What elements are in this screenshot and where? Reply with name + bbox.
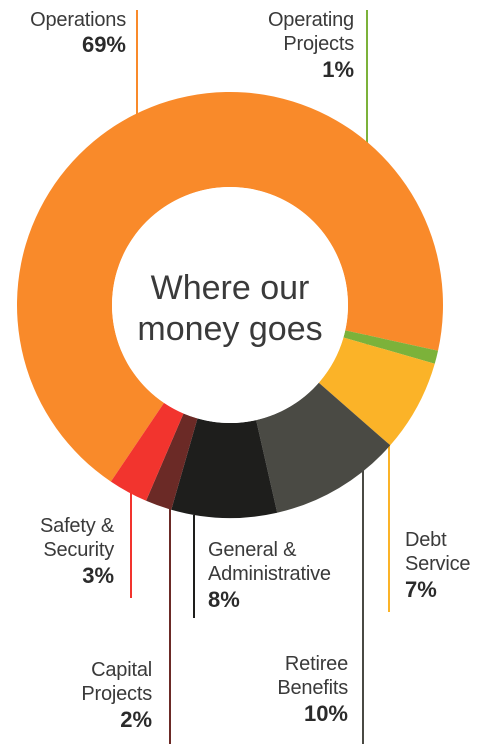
slice-name: General & [208, 539, 297, 561]
slice-label-operations: Operations 69% [30, 8, 126, 59]
slice-name: Capital [91, 659, 152, 681]
slice-retiree-benefits [256, 382, 391, 513]
donut-hole [112, 187, 348, 423]
slice-operating-projects [343, 330, 439, 364]
slice-percent: 2% [120, 706, 152, 732]
slice-name: Safety & [40, 515, 114, 537]
slice-percent: 69% [81, 32, 126, 58]
slice-general-administrative [171, 418, 278, 518]
slice-capital-projects [146, 413, 198, 510]
slice-percent: 8% [208, 586, 240, 612]
slice-label-retiree-benefits: Retiree Benefits 10% [277, 652, 348, 728]
slice-name: Operating [267, 9, 354, 31]
slice-name: Benefits [277, 677, 348, 700]
slice-name: Service [405, 553, 471, 576]
slice-name: Security [43, 539, 114, 562]
slice-label-safety-security: Safety & Security 3% [40, 514, 114, 590]
slice-label-operating-projects: Operating Projects 1% [268, 8, 354, 84]
slice-percent: 1% [322, 56, 354, 82]
slice-name: Debt [405, 529, 447, 551]
slice-label-debt-service: Debt Service 7% [405, 528, 470, 604]
slice-label-capital-projects: Capital Projects 2% [81, 658, 152, 734]
slice-percent: 7% [405, 576, 437, 602]
slice-name: Projects [283, 33, 354, 56]
slice-percent: 3% [82, 562, 114, 588]
slice-percent: 10% [303, 700, 348, 726]
slice-name: Retiree [284, 653, 348, 675]
chart-title: Where our money goes [137, 269, 323, 348]
slice-name: Projects [81, 683, 152, 706]
slice-safety-security [110, 402, 184, 501]
slice-debt-service [318, 337, 435, 446]
slice-name: Administrative [208, 563, 331, 586]
slice-operations [16, 92, 443, 482]
slice-label-general-administrative: General & Administrative 8% [208, 538, 331, 614]
slice-name: Operations [30, 9, 126, 31]
